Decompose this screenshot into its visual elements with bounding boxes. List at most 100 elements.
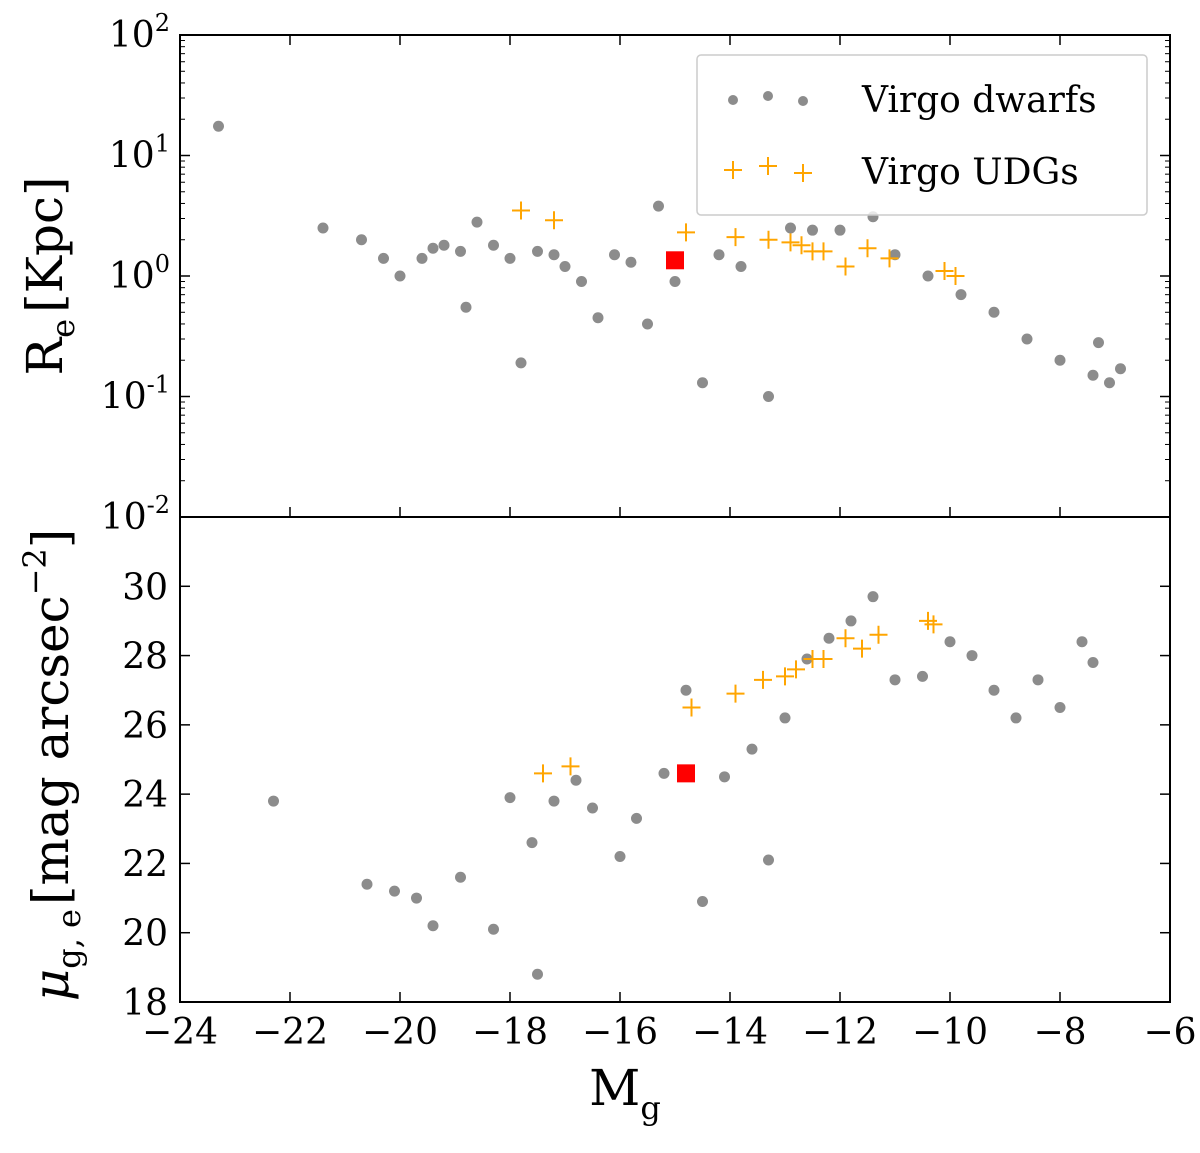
dwarf-point bbox=[378, 252, 389, 264]
dwarf-point bbox=[1010, 712, 1022, 724]
dwarf-point bbox=[988, 306, 1000, 318]
bottom-y-axis-title: μg, e[mag arcsec−2] bbox=[16, 529, 88, 1002]
dwarf-point bbox=[1087, 369, 1099, 381]
dwarf-point bbox=[361, 878, 373, 890]
bottom-y-tick-label: 22 bbox=[122, 844, 168, 885]
top-y-tick-label: 10-1 bbox=[101, 371, 170, 418]
x-tick-label: −12 bbox=[802, 1012, 878, 1053]
dwarf-point bbox=[614, 851, 626, 862]
dwarf-point bbox=[955, 289, 967, 301]
top-y-axis-title: Re[Kpc] bbox=[16, 177, 82, 376]
x-axis-title: Mg bbox=[589, 1059, 661, 1127]
udg-point bbox=[935, 262, 954, 281]
udg-point bbox=[836, 257, 855, 276]
top-virgo-udgs-series bbox=[512, 201, 965, 285]
dwarf-point bbox=[889, 674, 901, 686]
dwarf-point bbox=[427, 920, 439, 932]
target-point bbox=[666, 251, 684, 270]
dwarf-point bbox=[515, 357, 527, 369]
dwarf-point bbox=[394, 270, 406, 282]
top-y-tick-label: 10-2 bbox=[101, 491, 170, 538]
bottom-y-tick-label: 26 bbox=[122, 706, 168, 747]
x-tick-label: −10 bbox=[912, 1012, 988, 1053]
dwarf-point bbox=[631, 812, 642, 824]
legend-label-udgs: Virgo UDGs bbox=[861, 152, 1079, 193]
udg-point bbox=[759, 230, 778, 249]
dwarf-point bbox=[680, 684, 692, 696]
target-point bbox=[677, 764, 695, 783]
x-tick-label: −22 bbox=[252, 1012, 328, 1053]
dwarf-point bbox=[867, 591, 879, 603]
udg-point bbox=[682, 698, 701, 717]
dwarf-point bbox=[1054, 354, 1066, 366]
dwarf-point bbox=[548, 249, 560, 261]
dwarf-point bbox=[427, 242, 439, 254]
dwarf-point bbox=[763, 391, 774, 402]
top-virgo-dwarfs-series bbox=[213, 120, 1126, 402]
x-tick-label: −16 bbox=[582, 1012, 658, 1053]
bottom-virgo-udgs-series bbox=[534, 611, 943, 783]
dwarf-point bbox=[697, 896, 708, 908]
bottom-y-tick-label: 28 bbox=[122, 637, 168, 678]
dwarf-point bbox=[213, 120, 224, 132]
dwarf-point bbox=[834, 224, 846, 236]
udg-point bbox=[726, 228, 745, 247]
udg-point bbox=[946, 267, 965, 285]
x-tick-label: −8 bbox=[1033, 1012, 1086, 1053]
udg-point bbox=[836, 629, 855, 648]
legend-udg-marker bbox=[724, 161, 742, 179]
top-y-tick-label: 100 bbox=[109, 250, 170, 297]
bottom-target-series bbox=[677, 764, 695, 783]
legend-dwarf-marker-2 bbox=[763, 91, 773, 101]
top-y-tick-label: 101 bbox=[109, 130, 170, 177]
dwarf-point bbox=[504, 252, 516, 264]
udg-point bbox=[880, 249, 899, 268]
dwarf-point bbox=[548, 795, 560, 807]
top-target-series bbox=[666, 251, 684, 270]
udg-point bbox=[853, 639, 871, 658]
x-tick-label: −24 bbox=[142, 1012, 218, 1053]
legend-dwarf-marker-1 bbox=[728, 95, 738, 105]
dwarf-point bbox=[763, 854, 774, 866]
dwarf-point bbox=[389, 885, 400, 897]
x-tick-label: −18 bbox=[472, 1012, 548, 1053]
dwarf-point bbox=[735, 260, 747, 272]
dwarf-point bbox=[988, 684, 1000, 696]
dwarf-point bbox=[559, 260, 571, 272]
dwarf-point bbox=[356, 234, 367, 246]
dwarf-point bbox=[807, 224, 818, 236]
dwarf-point bbox=[944, 636, 956, 648]
dwarf-point bbox=[713, 249, 725, 261]
dwarf-point bbox=[592, 312, 604, 324]
dwarf-point bbox=[488, 923, 499, 935]
dwarf-point bbox=[1032, 674, 1044, 686]
top-ticks: 10-2 10-1 100 101 102 bbox=[101, 9, 1171, 538]
udg-point bbox=[561, 757, 580, 776]
dwarf-point bbox=[845, 615, 857, 627]
bottom-ticks: 18 20 22 24 26 28 30 −24 −22 −20 −18 −16 −14 −12 −10 −8… bbox=[122, 567, 1196, 1053]
dwarf-point bbox=[526, 837, 538, 849]
dwarf-point bbox=[438, 239, 450, 251]
dwarf-point bbox=[917, 670, 928, 682]
dwarf-point bbox=[719, 771, 730, 783]
dwarf-point bbox=[576, 276, 587, 288]
udg-point bbox=[792, 236, 811, 255]
legend-label-dwarfs: Virgo dwarfs bbox=[861, 80, 1097, 121]
udg-point bbox=[512, 201, 530, 220]
dwarf-point bbox=[1093, 337, 1104, 349]
bottom-y-tick-label: 24 bbox=[122, 775, 168, 816]
dwarf-point bbox=[625, 256, 637, 268]
dwarf-point bbox=[317, 222, 329, 234]
udg-point bbox=[534, 764, 552, 783]
dwarf-point bbox=[823, 632, 835, 644]
dwarf-point bbox=[966, 650, 978, 662]
dwarf-point bbox=[532, 245, 543, 257]
udg-point bbox=[814, 650, 833, 669]
udg-point bbox=[814, 242, 833, 261]
legend-frame bbox=[696, 54, 1148, 216]
x-tick-label: −14 bbox=[692, 1012, 768, 1053]
dwarf-point bbox=[746, 743, 758, 755]
dwarf-point bbox=[669, 276, 681, 288]
dwarf-point bbox=[416, 252, 428, 264]
legend-dwarf-marker-3 bbox=[798, 96, 808, 106]
